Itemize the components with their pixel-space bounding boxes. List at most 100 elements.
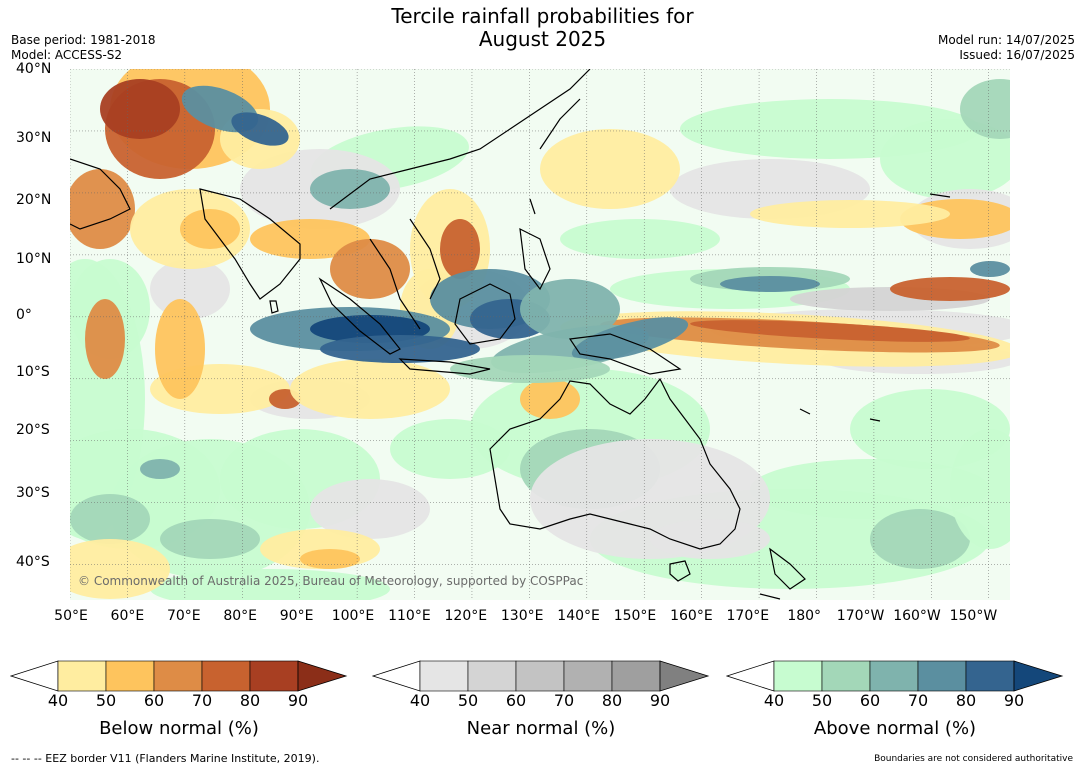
coastline — [519, 227, 551, 291]
below-probability-area — [890, 277, 1010, 301]
above-probability-area — [870, 509, 970, 569]
longitude-label: 50°E — [54, 608, 88, 624]
colorbar-high-arrow — [297, 660, 348, 692]
eez-note: -- -- -- EEZ border V11 (Flanders Marine… — [11, 752, 320, 765]
coastline — [669, 560, 691, 582]
coastlines — [70, 69, 951, 600]
colorbar-segment — [105, 660, 155, 692]
below-probability-area — [100, 79, 180, 139]
above-probability-area — [140, 459, 180, 479]
below-probability-area — [540, 129, 680, 209]
model-run: Model run: 14/07/2025 — [937, 33, 1075, 47]
longitude-label: 170°W — [836, 608, 885, 624]
title-line-1: Tercile rainfall probabilities for — [391, 4, 694, 28]
colorbar-segment — [965, 660, 1015, 692]
coastline — [269, 300, 279, 314]
above-probability-area — [571, 317, 689, 361]
below-probability-area — [520, 379, 580, 419]
latitude-label: 30°S — [16, 485, 50, 501]
coastline — [454, 283, 516, 345]
below-probability-area — [690, 320, 970, 342]
latitude-label: 20°S — [16, 422, 50, 438]
below-probability-area — [750, 200, 950, 228]
latitude-label: 10°N — [16, 251, 52, 267]
below-probability-area — [70, 169, 135, 249]
above-probability-area — [150, 569, 390, 600]
colorbar-tick-label: 40 — [409, 691, 431, 710]
meta-left: Base period: 1981-2018 Model: ACCESS-S2 — [11, 33, 156, 63]
longitude-label: 120°E — [444, 608, 488, 624]
rainfall-map — [70, 69, 1010, 600]
above-probability-area — [720, 276, 820, 292]
colorbar-segment — [153, 660, 203, 692]
colorbar-low-arrow — [10, 660, 59, 692]
above-probability-area — [950, 429, 1010, 549]
above-normal-title: Above normal (%) — [813, 718, 977, 739]
above-probability-area — [970, 261, 1010, 277]
colorbar-segment — [467, 660, 517, 692]
longitude-label: 130°E — [500, 608, 544, 624]
latitude-label: 10°S — [16, 364, 50, 380]
coastline — [398, 358, 491, 375]
colorbar-segment — [611, 660, 661, 692]
latitude-label: 30°N — [16, 130, 52, 146]
issued-date: Issued: 16/07/2025 — [959, 48, 1075, 62]
below-probability-area — [300, 549, 360, 569]
longitude-label: 90°E — [279, 608, 314, 624]
above-probability-area — [520, 279, 620, 339]
meta-right: Model run: 14/07/2025 Issued: 16/07/2025 — [938, 33, 1075, 63]
model-name: Model: ACCESS-S2 — [11, 48, 123, 62]
colorbar-tick-label: 50 — [95, 691, 117, 710]
colorbar-tick-label: 70 — [907, 691, 929, 710]
coastline — [70, 158, 131, 230]
colorbar-tick-label: 70 — [191, 691, 213, 710]
longitude-label: 80°E — [223, 608, 258, 624]
longitude-label: 110°E — [388, 608, 431, 624]
longitude-label: 100°E — [331, 608, 375, 624]
near-probability-area — [310, 479, 430, 539]
latitude-label: 0° — [16, 307, 32, 323]
below-normal-title: Below normal (%) — [99, 718, 259, 739]
above-probability-area — [231, 112, 289, 146]
colorbar-segment — [419, 660, 469, 692]
longitude-label: 160°W — [893, 608, 941, 624]
colorbar-tick-label: 90 — [1003, 691, 1025, 710]
colorbar-segment — [773, 660, 823, 692]
coastline — [529, 98, 581, 215]
above-probability-area — [750, 459, 990, 519]
colorbar-segment — [201, 660, 251, 692]
colorbar-above — [726, 660, 1064, 692]
longitude-label: 70°E — [166, 608, 201, 624]
colorbar-tick-label: 50 — [811, 691, 833, 710]
longitude-label: 140°E — [557, 608, 600, 624]
colorbar-high-arrow — [1013, 660, 1064, 692]
longitude-label: 180° — [787, 608, 822, 624]
longitude-label: 150°E — [613, 608, 657, 624]
longitude-label: 160°E — [670, 608, 713, 624]
below-probability-area — [155, 299, 205, 399]
coastline — [318, 277, 401, 355]
colorbar-tick-label: 60 — [859, 691, 881, 710]
colorbar-low-arrow — [726, 660, 775, 692]
longitude-label: 60°E — [110, 608, 145, 624]
colorbar-tick-label: 90 — [287, 691, 309, 710]
colorbar-tick-label: 40 — [47, 691, 69, 710]
below-probability-area — [180, 209, 240, 249]
above-probability-area — [70, 494, 150, 544]
coastline — [489, 377, 741, 550]
above-probability-area — [160, 519, 260, 559]
above-probability-area — [960, 79, 1010, 139]
coastline — [568, 333, 682, 375]
colorbar-segment — [515, 660, 565, 692]
colorbar-segment — [563, 660, 613, 692]
map-title: Tercile rainfall probabilities for Augus… — [0, 5, 1085, 51]
below-probability-area — [330, 239, 410, 299]
longitude-label: 170°E — [726, 608, 770, 624]
boundaries-note: Boundaries are not considered authoritat… — [874, 754, 1073, 764]
colorbar-segment — [917, 660, 967, 692]
colorbar-segment — [821, 660, 871, 692]
colorbar-segment — [869, 660, 919, 692]
graticule — [70, 69, 1010, 600]
colorbar-tick-label: 80 — [601, 691, 623, 710]
below-probability-area — [70, 539, 170, 599]
